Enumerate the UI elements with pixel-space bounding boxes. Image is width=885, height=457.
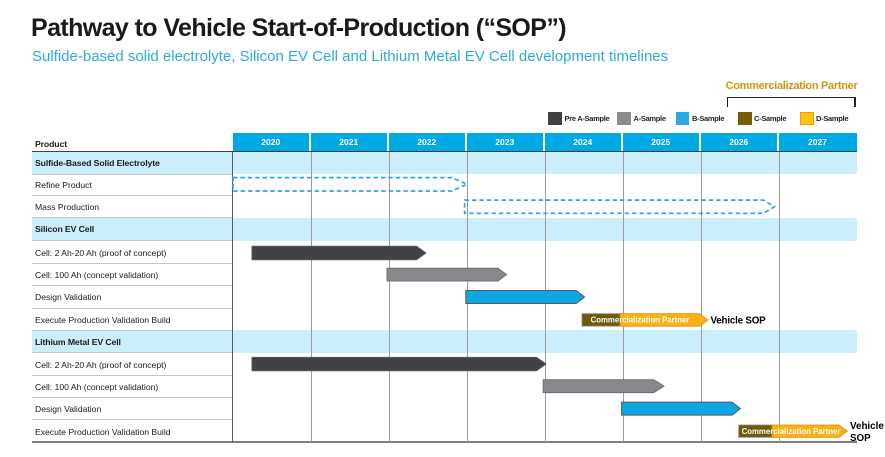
- svg-text:Vehicle SOP: Vehicle SOP: [711, 315, 767, 326]
- svg-text:SOP: SOP: [850, 433, 871, 444]
- svg-text:Vehicle: Vehicle: [850, 421, 884, 432]
- svg-text:Commercialization Partner: Commercialization Partner: [742, 427, 841, 436]
- svg-text:Commercialization Partner: Commercialization Partner: [591, 316, 690, 325]
